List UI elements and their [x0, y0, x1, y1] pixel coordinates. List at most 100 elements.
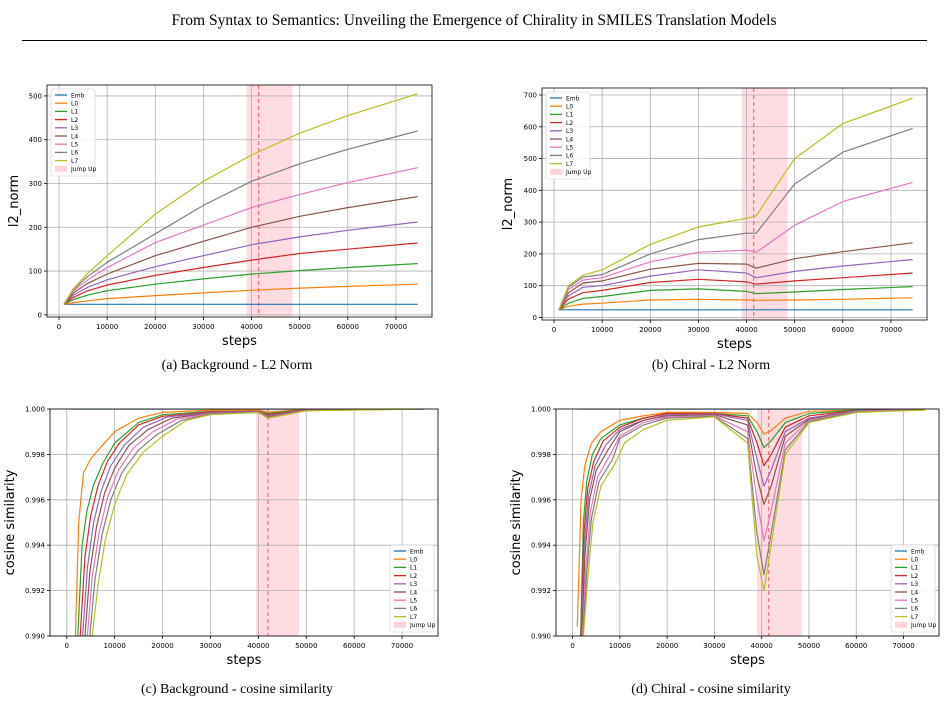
y-tick-label: 0.992 [531, 587, 551, 595]
legend-label-jump-up: Jump Up [70, 166, 97, 173]
page-title: From Syntax to Semantics: Unveiling the … [171, 12, 777, 29]
series-line-l2 [558, 272, 913, 311]
x-tick-label: 0 [570, 642, 574, 650]
x-tick-label: 10000 [96, 323, 118, 331]
chart-c: 0 10000 20000 30000 40000 50000 60000 70000 0.99… [3, 406, 439, 668]
legend-label-jump-up: Jump Up [565, 169, 592, 176]
panel-a: 0 10000 20000 30000 40000 50000 60000 70000 0 100… [0, 80, 474, 349]
series-line-l4 [581, 409, 925, 636]
series-group [71, 409, 424, 636]
panel-b: 0 10000 20000 30000 40000 50000 60000 70000 0 100… [474, 80, 948, 352]
y-tick-label: 500 [29, 92, 42, 100]
caption-c: (c) Background - cosine similarity [140, 682, 334, 697]
panel-c: 0 10000 20000 30000 40000 50000 60000 70000 0.99… [0, 395, 474, 668]
legend-label-l3: L3 [911, 581, 918, 588]
legend-label-l1: L1 [566, 112, 573, 119]
series-line-l2 [79, 409, 424, 636]
legend-label-jump-up: Jump Up [409, 622, 436, 629]
legend-label-l4: L4 [566, 136, 573, 143]
series-group [558, 97, 913, 311]
series-line-l1 [77, 409, 424, 636]
legend-label-l0: L0 [71, 101, 78, 108]
y-tick-label: 700 [524, 91, 537, 99]
legend-label-l5: L5 [71, 142, 78, 149]
legend-label-l1: L1 [911, 565, 918, 572]
x-tick-label: 50000 [784, 326, 806, 334]
legend-label-l0: L0 [410, 557, 417, 564]
x-axis-label: steps [730, 653, 765, 668]
y-tick-label: 0.996 [531, 496, 552, 504]
x-tick-label: 60000 [337, 323, 359, 331]
series-line-l6 [63, 130, 418, 305]
series-line-l6 [582, 409, 925, 636]
chart-a: 0 10000 20000 30000 40000 50000 60000 70000 0 100… [7, 84, 433, 349]
y-tick-label: 200 [29, 224, 42, 232]
series-line-l1 [558, 286, 913, 311]
series-line-l3 [63, 221, 418, 305]
legend-label-l6: L6 [911, 606, 918, 613]
series-line-l3 [82, 409, 424, 636]
x-tick-label: 60000 [845, 642, 867, 650]
legend-swatch-jump-up [55, 165, 67, 172]
x-axis-label: steps [717, 337, 752, 352]
y-tick-label: 200 [524, 250, 537, 258]
series-line-l0 [63, 283, 418, 305]
y-tick-label: 1.000 [531, 406, 551, 414]
x-tick-label: 40000 [247, 642, 269, 650]
series-line-l7 [63, 93, 418, 305]
legend-label-l1: L1 [71, 109, 78, 116]
x-tick-label: 50000 [798, 642, 820, 650]
legend-label-l0: L0 [911, 557, 918, 564]
y-tick-label: 1.000 [25, 406, 45, 414]
caption-d: (d) Chiral - cosine similarity [631, 682, 791, 697]
legend-label-l6: L6 [566, 153, 573, 160]
legend-label-l7: L7 [911, 614, 918, 621]
x-tick-label: 0 [552, 326, 556, 334]
series-line-l0 [576, 409, 925, 627]
y-tick-label: 0 [38, 311, 42, 319]
series-line-l7 [582, 409, 925, 636]
x-tick-label: 30000 [703, 642, 725, 650]
x-tick-label: 30000 [192, 323, 214, 331]
header-rule [22, 40, 927, 41]
y-tick-label: 0.998 [531, 451, 551, 459]
x-tick-label: 60000 [343, 642, 365, 650]
x-tick-label: 10000 [591, 326, 613, 334]
series-line-l0 [74, 409, 424, 636]
legend-label-l2: L2 [911, 573, 918, 580]
jump-up-band [756, 409, 802, 636]
legend-label-emb: Emb [911, 548, 925, 555]
legend-swatch-jump-up [895, 621, 907, 628]
plot-frame [46, 84, 433, 318]
chart-b: 0 10000 20000 30000 40000 50000 60000 70000 0 100… [501, 87, 928, 352]
legend-label-l5: L5 [911, 598, 918, 605]
x-tick-label: 70000 [880, 326, 902, 334]
y-tick-label: 0.990 [531, 633, 551, 641]
series-line-l2 [63, 242, 418, 305]
series-line-l7 [91, 409, 424, 636]
x-tick-label: 70000 [385, 323, 407, 331]
y-axis-label: cosine similarity [509, 469, 524, 575]
y-tick-label: 300 [524, 219, 537, 227]
y-tick-label: 400 [29, 136, 42, 144]
series-line-l4 [63, 196, 418, 305]
x-tick-label: 40000 [751, 642, 773, 650]
x-tick-label: 10000 [609, 642, 631, 650]
series-line-l5 [558, 181, 913, 311]
legend-label-l7: L7 [566, 161, 573, 168]
series-group [63, 93, 418, 305]
x-tick-label: 20000 [656, 642, 678, 650]
legend-label-l3: L3 [71, 125, 78, 132]
legend-label-l2: L2 [71, 117, 78, 124]
x-tick-label: 70000 [892, 642, 914, 650]
legend-label-l5: L5 [410, 598, 417, 605]
series-line-l3 [580, 409, 925, 636]
jump-up-band [255, 409, 300, 636]
x-tick-label: 10000 [104, 642, 126, 650]
x-tick-label: 40000 [735, 326, 757, 334]
x-tick-label: 0 [65, 642, 69, 650]
y-tick-label: 600 [524, 123, 537, 131]
x-axis-label: steps [227, 653, 262, 668]
y-axis-label: cosine similarity [3, 469, 18, 575]
